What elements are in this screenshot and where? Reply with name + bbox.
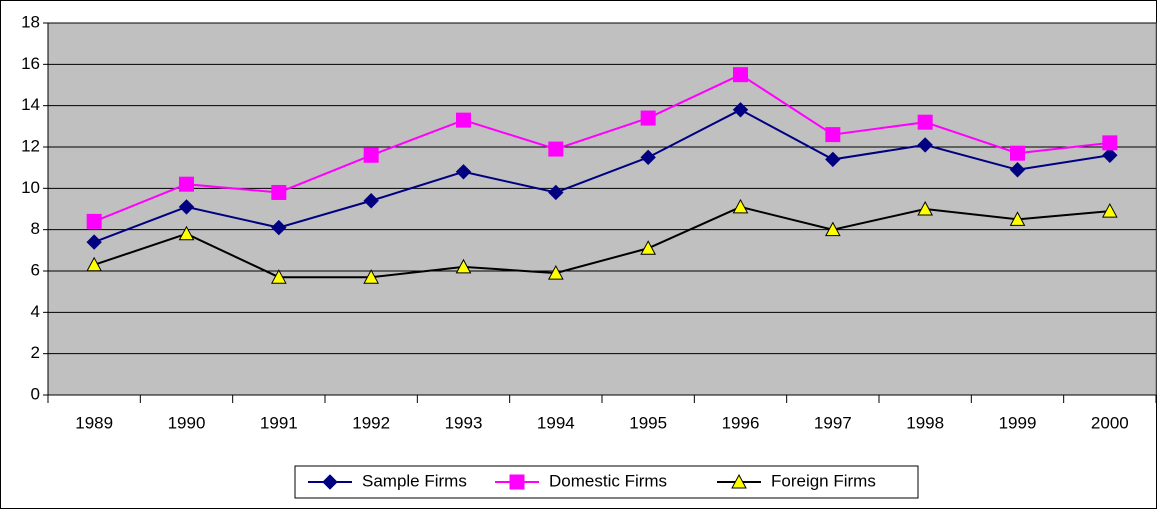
point (1010, 145, 1025, 161)
series-line (93, 108, 1110, 244)
point (548, 141, 564, 157)
legend-marker (322, 474, 338, 490)
series-line (93, 73, 1110, 223)
point (86, 213, 102, 229)
point (363, 269, 380, 284)
point (86, 234, 102, 250)
y-tick-label: 2 (31, 343, 40, 362)
point (178, 225, 195, 241)
y-tick-label: 10 (21, 178, 40, 197)
point (640, 110, 656, 126)
y-tick-label: 6 (31, 260, 40, 279)
x-tick-label: 1996 (722, 413, 760, 432)
plot-area (47, 22, 1157, 396)
point (917, 200, 934, 216)
point (824, 221, 841, 237)
x-tick-label: 1992 (352, 413, 390, 432)
y-tick-label: 16 (21, 54, 40, 73)
point (363, 193, 379, 209)
y-tick-label: 14 (21, 95, 40, 114)
y-tick-label: 0 (31, 384, 40, 403)
point (1009, 211, 1026, 226)
point (455, 258, 472, 274)
point (363, 147, 379, 163)
point (733, 67, 748, 83)
x-tick-label: 1993 (445, 413, 483, 432)
point (917, 137, 933, 153)
point (732, 198, 749, 214)
legend-marker (731, 473, 747, 489)
point (825, 127, 841, 143)
x-tick-label: 1995 (629, 413, 667, 432)
point (1102, 135, 1118, 151)
x-tick-label: 1989 (75, 413, 113, 432)
x-tick-label: 1994 (537, 413, 575, 432)
legend (294, 465, 919, 499)
point (548, 184, 564, 201)
point (86, 256, 103, 272)
point (271, 184, 287, 200)
point (1009, 162, 1026, 178)
y-tick-label: 18 (21, 12, 40, 31)
x-tick-label: 1997 (814, 413, 852, 432)
point (547, 265, 564, 280)
point (640, 149, 656, 166)
point (1102, 147, 1118, 163)
y-tick-label: 4 (31, 302, 40, 321)
x-tick-label: 2000 (1091, 413, 1129, 432)
point (455, 164, 472, 180)
legend-marker (509, 474, 525, 490)
x-tick-label: 1999 (999, 413, 1037, 432)
x-tick-label: 1990 (168, 413, 206, 432)
point (825, 151, 841, 168)
x-tick-label: 1991 (260, 413, 298, 432)
y-tick-label: 12 (21, 136, 40, 155)
point (732, 102, 749, 118)
point (917, 114, 933, 130)
series-line (93, 205, 1110, 279)
legend-label: Foreign Firms (771, 471, 876, 490)
point (640, 240, 657, 255)
point (270, 269, 287, 284)
point (1101, 203, 1118, 218)
x-tick-label: 1998 (906, 413, 944, 432)
point (179, 176, 194, 192)
legend-label: Domestic Firms (549, 471, 667, 490)
y-tick-label: 8 (31, 219, 40, 238)
point (178, 199, 195, 215)
point (271, 219, 287, 236)
legend-label: Sample Firms (362, 471, 467, 490)
point (456, 112, 471, 128)
